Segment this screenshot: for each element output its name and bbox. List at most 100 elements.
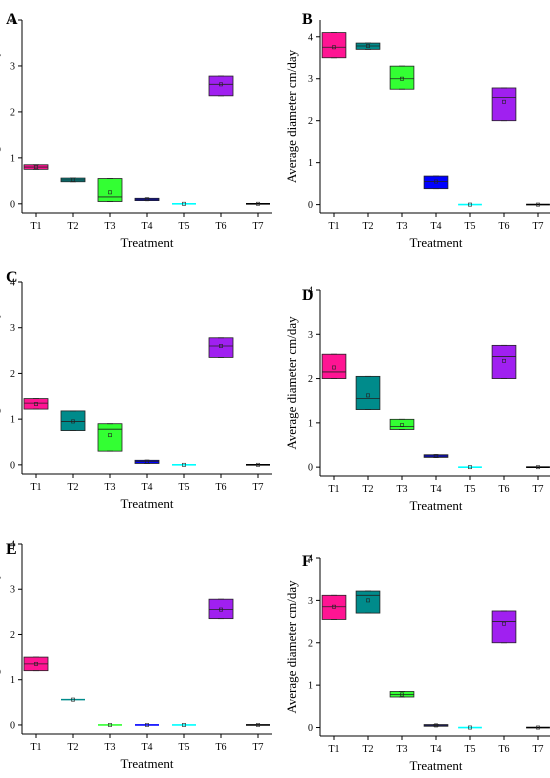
mean-marker (502, 99, 506, 104)
box-t3 (389, 65, 415, 90)
box-t1 (321, 594, 347, 620)
x-tick-label: T7 (252, 482, 263, 493)
box-rect (491, 87, 517, 122)
x-tick-label: T3 (104, 742, 115, 753)
x-tick-label: T2 (67, 742, 78, 753)
box-t7 (526, 465, 550, 470)
mean-marker (536, 725, 540, 730)
y-tick-label: 4 (308, 286, 313, 297)
y-tick-label: 0 (10, 199, 15, 210)
box-t5 (172, 723, 196, 727)
x-tick-label: T6 (215, 742, 226, 753)
mean-marker (145, 723, 149, 727)
mean-marker (366, 598, 370, 603)
mean-marker (256, 201, 260, 206)
box-rect (491, 610, 517, 644)
box-t1 (321, 32, 347, 59)
y-tick-label: 0 (10, 720, 15, 731)
x-tick-label: T7 (532, 484, 543, 495)
x-tick-label: T2 (362, 744, 373, 755)
panel-d: D 0 1 2 3 4 T1 T2 T3 T4 T5 T6 T7 Treatment Average dia… (284, 286, 550, 513)
x-tick-label: T2 (67, 221, 78, 232)
mean-marker (468, 725, 472, 730)
x-tick-label: T7 (532, 744, 543, 755)
y-axis-title: Average diameter cm/day (284, 49, 299, 183)
box-rect (491, 344, 517, 379)
x-tick-label: T1 (328, 744, 339, 755)
x-tick-label: T3 (396, 484, 407, 495)
x-tick-label: T7 (532, 221, 543, 232)
panel-a: A 0 1 2 3 4 T1 T2 T3 T4 T5 T6 T7 Treatment Average dia… (0, 11, 272, 250)
mean-marker (434, 454, 438, 458)
box-t7 (526, 202, 550, 207)
y-tick-label: 4 (308, 32, 313, 43)
y-tick-label: 0 (308, 463, 313, 474)
box-t4 (134, 459, 160, 464)
box-t2 (355, 375, 381, 410)
box-t4 (135, 723, 159, 727)
x-tick-label: T5 (464, 744, 475, 755)
box-t2 (60, 410, 86, 431)
mean-marker (400, 76, 404, 81)
y-tick-label: 1 (10, 153, 15, 164)
box-rect (321, 32, 347, 59)
mean-marker (108, 433, 112, 438)
mean-marker (219, 607, 223, 612)
mean-marker (34, 661, 38, 666)
panel-letter: A (6, 11, 18, 28)
x-tick-label: T1 (328, 221, 339, 232)
x-tick-label: T2 (362, 484, 373, 495)
box-t6 (491, 610, 517, 644)
box-t2 (355, 590, 381, 614)
panel-f: F 0 1 2 3 4 T1 T2 T3 T4 T5 T6 T7 Treatment Average dia… (284, 553, 550, 773)
y-axis-title: Average diameter cm/day (0, 49, 1, 183)
box-t2 (355, 42, 381, 50)
box-rect (97, 423, 123, 452)
mean-marker (34, 165, 38, 169)
x-tick-label: T6 (215, 482, 226, 493)
box-t7 (246, 201, 270, 206)
box-t3 (98, 723, 122, 727)
y-tick-label: 0 (10, 460, 15, 471)
x-tick-label: T5 (464, 484, 475, 495)
mean-marker (71, 178, 75, 182)
x-tick-label: T1 (328, 484, 339, 495)
y-tick-label: 4 (10, 540, 15, 551)
y-tick-label: 0 (308, 723, 313, 734)
box-t5 (172, 201, 196, 206)
x-tick-label: T6 (498, 744, 509, 755)
box-rect (389, 65, 415, 90)
x-tick-label: T1 (30, 221, 41, 232)
mean-marker (108, 190, 112, 195)
x-axis-title: Treatment (121, 235, 174, 250)
box-t2 (60, 177, 86, 183)
y-tick-label: 1 (308, 158, 313, 169)
x-tick-label: T3 (104, 482, 115, 493)
box-t6 (491, 344, 517, 379)
x-tick-label: T3 (396, 744, 407, 755)
x-tick-label: T3 (396, 221, 407, 232)
x-axis-title: Treatment (121, 756, 174, 771)
box-t4 (134, 197, 160, 202)
mean-marker (182, 462, 186, 467)
box-t3 (389, 418, 415, 430)
x-tick-label: T4 (430, 221, 441, 232)
y-tick-label: 1 (10, 415, 15, 426)
x-axis-title: Treatment (410, 758, 463, 773)
x-tick-label: T4 (141, 482, 152, 493)
y-tick-label: 3 (10, 585, 15, 596)
box-t6 (491, 87, 517, 122)
y-tick-label: 4 (308, 554, 313, 565)
box-t5 (172, 462, 196, 467)
box-t7 (246, 723, 270, 727)
box-rect (389, 418, 415, 430)
x-tick-label: T3 (104, 221, 115, 232)
box-t3 (389, 691, 415, 698)
y-tick-label: 3 (10, 323, 15, 334)
mean-marker (332, 45, 336, 50)
mean-marker (182, 201, 186, 206)
box-t4 (423, 454, 449, 458)
box-rect (23, 398, 49, 410)
y-tick-label: 3 (308, 330, 313, 341)
box-t6 (208, 598, 234, 620)
